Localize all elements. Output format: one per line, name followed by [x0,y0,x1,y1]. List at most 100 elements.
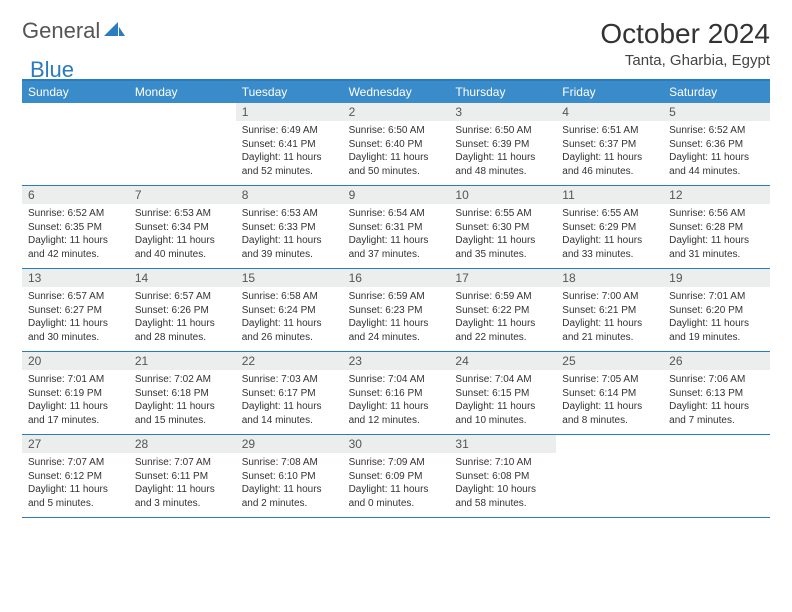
day-number: 20 [22,352,129,370]
day-cell: 26Sunrise: 7:06 AMSunset: 6:13 PMDayligh… [663,352,770,434]
sunrise-text: Sunrise: 6:50 AM [349,124,444,138]
week-row: 13Sunrise: 6:57 AMSunset: 6:27 PMDayligh… [22,269,770,352]
daylight-text: Daylight: 11 hours and 8 minutes. [562,400,657,427]
sunset-text: Sunset: 6:39 PM [455,138,550,152]
day-cell: 27Sunrise: 7:07 AMSunset: 6:12 PMDayligh… [22,435,129,517]
day-number: 11 [556,186,663,204]
day-number: 6 [22,186,129,204]
dow-thu: Thursday [449,81,556,103]
sunset-text: Sunset: 6:11 PM [135,470,230,484]
daylight-text: Daylight: 11 hours and 35 minutes. [455,234,550,261]
day-detail: Sunrise: 7:01 AMSunset: 6:19 PMDaylight:… [22,370,129,430]
day-detail: Sunrise: 6:50 AMSunset: 6:40 PMDaylight:… [343,121,450,181]
sunset-text: Sunset: 6:27 PM [28,304,123,318]
day-cell [129,103,236,185]
day-detail: Sunrise: 6:59 AMSunset: 6:22 PMDaylight:… [449,287,556,347]
day-cell: 4Sunrise: 6:51 AMSunset: 6:37 PMDaylight… [556,103,663,185]
dow-sun: Sunday [22,81,129,103]
day-number: 5 [663,103,770,121]
day-detail: Sunrise: 7:08 AMSunset: 6:10 PMDaylight:… [236,453,343,513]
day-cell: 18Sunrise: 7:00 AMSunset: 6:21 PMDayligh… [556,269,663,351]
day-detail: Sunrise: 7:07 AMSunset: 6:12 PMDaylight:… [22,453,129,513]
sunset-text: Sunset: 6:18 PM [135,387,230,401]
sunrise-text: Sunrise: 6:59 AM [349,290,444,304]
day-detail: Sunrise: 6:53 AMSunset: 6:33 PMDaylight:… [236,204,343,264]
sunrise-text: Sunrise: 6:49 AM [242,124,337,138]
day-number: 3 [449,103,556,121]
logo-text-general: General [22,18,100,44]
sunset-text: Sunset: 6:31 PM [349,221,444,235]
daylight-text: Daylight: 11 hours and 37 minutes. [349,234,444,261]
daylight-text: Daylight: 11 hours and 31 minutes. [669,234,764,261]
daylight-text: Daylight: 11 hours and 26 minutes. [242,317,337,344]
day-number: 28 [129,435,236,453]
sunset-text: Sunset: 6:35 PM [28,221,123,235]
sunrise-text: Sunrise: 6:50 AM [455,124,550,138]
sunset-text: Sunset: 6:40 PM [349,138,444,152]
day-cell [663,435,770,517]
day-detail: Sunrise: 7:04 AMSunset: 6:16 PMDaylight:… [343,370,450,430]
sunset-text: Sunset: 6:37 PM [562,138,657,152]
daylight-text: Daylight: 11 hours and 3 minutes. [135,483,230,510]
calendar: Sunday Monday Tuesday Wednesday Thursday… [22,79,770,518]
day-number: 1 [236,103,343,121]
day-detail: Sunrise: 7:00 AMSunset: 6:21 PMDaylight:… [556,287,663,347]
daylight-text: Daylight: 11 hours and 10 minutes. [455,400,550,427]
week-row: 27Sunrise: 7:07 AMSunset: 6:12 PMDayligh… [22,435,770,518]
daylight-text: Daylight: 11 hours and 44 minutes. [669,151,764,178]
day-cell: 23Sunrise: 7:04 AMSunset: 6:16 PMDayligh… [343,352,450,434]
header: General October 2024 Tanta, Gharbia, Egy… [22,18,770,69]
day-cell: 1Sunrise: 6:49 AMSunset: 6:41 PMDaylight… [236,103,343,185]
week-row: 6Sunrise: 6:52 AMSunset: 6:35 PMDaylight… [22,186,770,269]
week-row: 1Sunrise: 6:49 AMSunset: 6:41 PMDaylight… [22,103,770,186]
daylight-text: Daylight: 11 hours and 42 minutes. [28,234,123,261]
sunset-text: Sunset: 6:14 PM [562,387,657,401]
day-cell: 22Sunrise: 7:03 AMSunset: 6:17 PMDayligh… [236,352,343,434]
sunset-text: Sunset: 6:24 PM [242,304,337,318]
sunrise-text: Sunrise: 6:51 AM [562,124,657,138]
day-detail: Sunrise: 7:01 AMSunset: 6:20 PMDaylight:… [663,287,770,347]
sunset-text: Sunset: 6:17 PM [242,387,337,401]
month-title: October 2024 [600,18,770,50]
day-cell: 19Sunrise: 7:01 AMSunset: 6:20 PMDayligh… [663,269,770,351]
sunset-text: Sunset: 6:16 PM [349,387,444,401]
dow-sat: Saturday [663,81,770,103]
sunrise-text: Sunrise: 7:09 AM [349,456,444,470]
day-cell: 16Sunrise: 6:59 AMSunset: 6:23 PMDayligh… [343,269,450,351]
day-number: 25 [556,352,663,370]
daylight-text: Daylight: 11 hours and 39 minutes. [242,234,337,261]
day-cell [22,103,129,185]
day-detail: Sunrise: 6:49 AMSunset: 6:41 PMDaylight:… [236,121,343,181]
day-detail: Sunrise: 7:02 AMSunset: 6:18 PMDaylight:… [129,370,236,430]
logo-sail-icon [104,20,126,43]
day-detail: Sunrise: 6:57 AMSunset: 6:26 PMDaylight:… [129,287,236,347]
weeks-container: 1Sunrise: 6:49 AMSunset: 6:41 PMDaylight… [22,103,770,518]
day-detail: Sunrise: 6:55 AMSunset: 6:29 PMDaylight:… [556,204,663,264]
daylight-text: Daylight: 11 hours and 17 minutes. [28,400,123,427]
dow-row: Sunday Monday Tuesday Wednesday Thursday… [22,81,770,103]
day-cell: 30Sunrise: 7:09 AMSunset: 6:09 PMDayligh… [343,435,450,517]
sunrise-text: Sunrise: 6:55 AM [562,207,657,221]
day-number: 8 [236,186,343,204]
day-cell: 13Sunrise: 6:57 AMSunset: 6:27 PMDayligh… [22,269,129,351]
day-detail: Sunrise: 7:04 AMSunset: 6:15 PMDaylight:… [449,370,556,430]
daylight-text: Daylight: 11 hours and 50 minutes. [349,151,444,178]
day-detail: Sunrise: 7:05 AMSunset: 6:14 PMDaylight:… [556,370,663,430]
daylight-text: Daylight: 11 hours and 7 minutes. [669,400,764,427]
dow-wed: Wednesday [343,81,450,103]
day-detail: Sunrise: 7:07 AMSunset: 6:11 PMDaylight:… [129,453,236,513]
sunset-text: Sunset: 6:21 PM [562,304,657,318]
daylight-text: Daylight: 11 hours and 30 minutes. [28,317,123,344]
daylight-text: Daylight: 11 hours and 22 minutes. [455,317,550,344]
sunset-text: Sunset: 6:19 PM [28,387,123,401]
day-detail: Sunrise: 6:52 AMSunset: 6:36 PMDaylight:… [663,121,770,181]
daylight-text: Daylight: 11 hours and 52 minutes. [242,151,337,178]
title-block: October 2024 Tanta, Gharbia, Egypt [600,18,770,69]
day-number: 12 [663,186,770,204]
day-cell: 7Sunrise: 6:53 AMSunset: 6:34 PMDaylight… [129,186,236,268]
day-number: 4 [556,103,663,121]
sunset-text: Sunset: 6:23 PM [349,304,444,318]
sunrise-text: Sunrise: 6:52 AM [28,207,123,221]
day-cell: 28Sunrise: 7:07 AMSunset: 6:11 PMDayligh… [129,435,236,517]
sunrise-text: Sunrise: 6:52 AM [669,124,764,138]
